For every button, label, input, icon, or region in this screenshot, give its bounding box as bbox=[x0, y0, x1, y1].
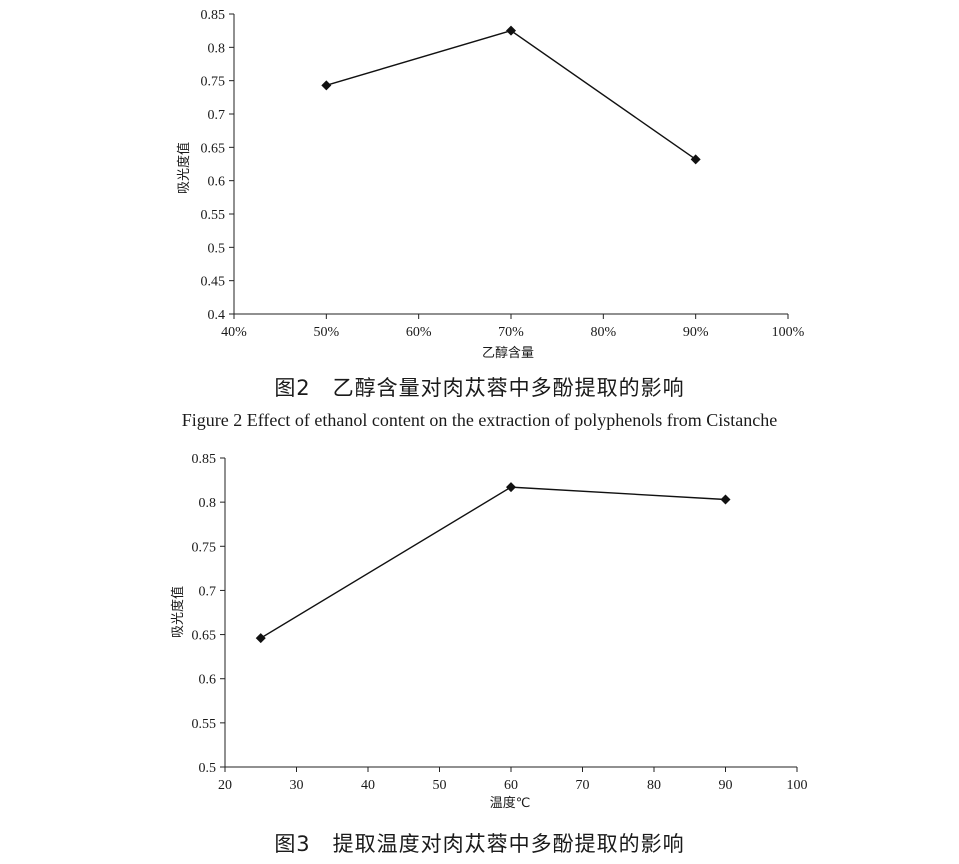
series-2 bbox=[255, 482, 731, 644]
x-tick-label: 40 bbox=[361, 778, 375, 793]
y-axis-label-1: 吸光度值 bbox=[176, 142, 192, 194]
data-point-marker bbox=[255, 633, 266, 644]
y-tick-label: 0.7 bbox=[199, 584, 217, 599]
y-tick-label: 0.45 bbox=[201, 275, 226, 290]
y-tick-label: 0.6 bbox=[199, 673, 217, 688]
x-axis-2: 20 30 40 50 60 70 80 90 100 bbox=[218, 766, 808, 793]
x-tick-label: 90 bbox=[719, 778, 733, 793]
x-axis-1: 40% 50% 60% 70% 80% 90% 100% bbox=[221, 313, 805, 340]
figure-3-chart: 0.5 0.55 0.6 0.65 0.7 0.75 0.8 0.85 20 30 40 50 60 7… bbox=[170, 452, 808, 811]
y-tick-label: 0.85 bbox=[192, 452, 217, 467]
data-point-marker bbox=[506, 25, 516, 36]
x-tick-label: 60% bbox=[406, 325, 432, 340]
y-tick-label: 0.65 bbox=[192, 629, 217, 644]
x-tick-label: 60 bbox=[504, 778, 518, 793]
x-axis-label-1: 乙醇含量 bbox=[482, 345, 534, 361]
x-tick-label: 50 bbox=[433, 778, 447, 793]
series-line bbox=[260, 486, 726, 639]
figure-2-caption-en: Figure 2 Effect of ethanol content on th… bbox=[181, 410, 778, 430]
y-tick-label: 0.8 bbox=[199, 496, 217, 511]
x-tick-label: 80 bbox=[647, 778, 661, 793]
figure-2-chart: 0.4 0.45 0.5 0.55 0.6 0.65 0.7 0.75 0.8 0.85 40% 5… bbox=[176, 8, 805, 361]
x-tick-label: 20 bbox=[218, 778, 232, 793]
x-tick-label: 90% bbox=[683, 325, 709, 340]
x-tick-label: 50% bbox=[313, 325, 339, 340]
y-tick-label: 0.6 bbox=[208, 175, 226, 190]
series-1 bbox=[321, 25, 701, 165]
data-point-marker bbox=[690, 154, 701, 165]
x-tick-label: 100% bbox=[772, 325, 805, 340]
y-tick-label: 0.75 bbox=[192, 540, 217, 555]
y-tick-label: 0.5 bbox=[199, 761, 217, 776]
y-tick-label: 0.8 bbox=[208, 41, 226, 56]
data-point-marker bbox=[321, 80, 332, 91]
data-point-marker bbox=[506, 482, 516, 493]
y-tick-label: 0.4 bbox=[208, 308, 226, 323]
x-axis-label-2: 温度℃ bbox=[490, 795, 531, 811]
y-tick-label: 0.55 bbox=[201, 208, 226, 223]
figure-2-caption-cn: 图2 乙醇含量对肉苁蓉中多酚提取的影响 bbox=[274, 376, 685, 400]
x-tick-label: 30 bbox=[290, 778, 304, 793]
data-point-marker bbox=[720, 494, 731, 505]
y-axis-2: 0.5 0.55 0.6 0.65 0.7 0.75 0.8 0.85 bbox=[192, 452, 226, 776]
x-tick-label: 70 bbox=[576, 778, 590, 793]
y-tick-label: 0.7 bbox=[208, 108, 226, 123]
y-axis-1: 0.4 0.45 0.5 0.55 0.6 0.65 0.7 0.75 0.8 0.85 bbox=[201, 8, 235, 323]
series-line bbox=[326, 29, 697, 160]
y-tick-label: 0.65 bbox=[201, 141, 226, 156]
x-tick-label: 70% bbox=[498, 325, 524, 340]
x-tick-label: 40% bbox=[221, 325, 247, 340]
figure-3-caption-cn: 图3 提取温度对肉苁蓉中多酚提取的影响 bbox=[274, 832, 685, 856]
y-tick-label: 0.75 bbox=[201, 75, 226, 90]
y-axis-label-2: 吸光度值 bbox=[170, 586, 186, 638]
y-tick-label: 0.85 bbox=[201, 8, 226, 23]
y-tick-label: 0.55 bbox=[192, 717, 217, 732]
x-tick-label: 100 bbox=[787, 778, 808, 793]
y-tick-label: 0.5 bbox=[208, 241, 226, 256]
x-tick-label: 80% bbox=[590, 325, 616, 340]
